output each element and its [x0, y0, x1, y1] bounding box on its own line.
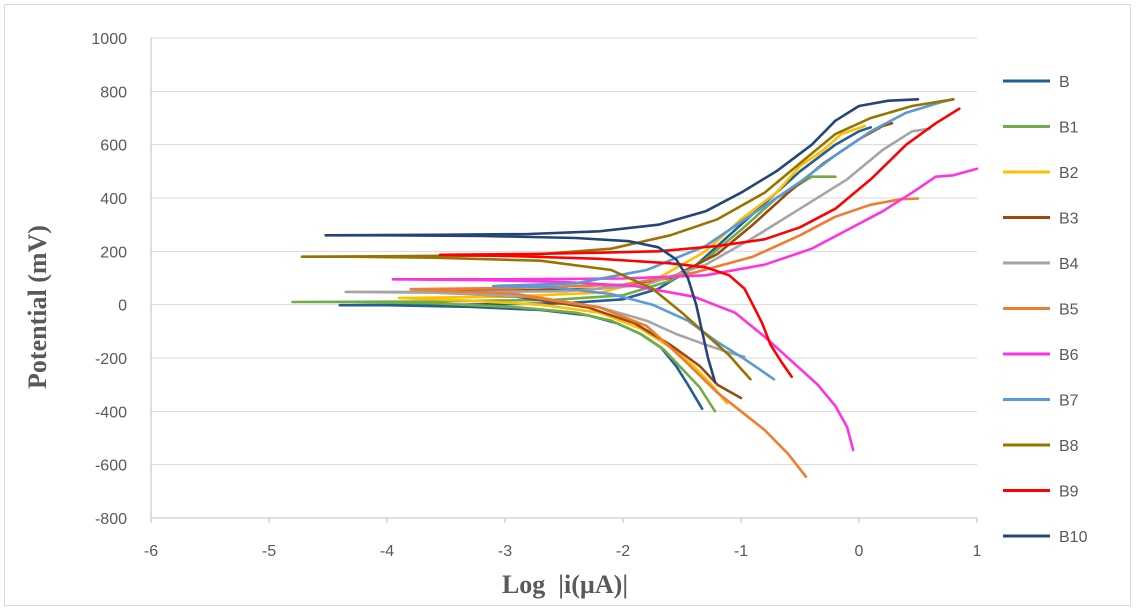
x-tick-label: -5 [262, 543, 276, 560]
y-tick-label: 1000 [91, 31, 127, 48]
y-tick-label: -200 [95, 351, 127, 368]
y-tick-label: -800 [95, 511, 127, 528]
legend-label-b6: B6 [1059, 347, 1079, 364]
x-tick-labels: -6 -5 -4 -3 -2 -1 0 1 [144, 518, 982, 560]
plot-area [291, 98, 979, 478]
x-axis-title: Log |i(µA)| [502, 570, 628, 599]
legend-label-b3: B3 [1059, 211, 1079, 228]
legend-label-b9: B9 [1059, 484, 1079, 501]
legend-label-b: B [1059, 74, 1070, 91]
x-tick-label: -3 [498, 543, 512, 560]
legend-label-b4: B4 [1059, 256, 1079, 273]
series-line-b7 [491, 98, 955, 381]
y-tick-labels: 1000 800 600 400 200 0 -200 -400 -600 -800 [91, 31, 127, 528]
y-tick-label: 800 [100, 84, 127, 101]
y-tick-label: 600 [100, 138, 127, 155]
y-tick-label: 200 [100, 244, 127, 261]
legend-label-b2: B2 [1059, 165, 1079, 182]
x-tick-label: -6 [144, 543, 158, 560]
legend: B B1 B2 B3 B4 B5 B6 B7 B8 B9 B10 [1003, 74, 1088, 546]
legend-label-b10: B10 [1059, 529, 1088, 546]
legend-label-b5: B5 [1059, 302, 1079, 319]
series-line-b9 [438, 107, 961, 378]
legend-label-b8: B8 [1059, 438, 1079, 455]
x-tick-label: -4 [380, 543, 394, 560]
y-axis-title: Potential (mV) [23, 225, 52, 389]
y-tick-label: -400 [95, 404, 127, 421]
x-tick-label: -2 [616, 543, 630, 560]
y-tick-label: -600 [95, 458, 127, 475]
chart-frame [4, 4, 1131, 606]
y-tick-label: 400 [100, 191, 127, 208]
series-line-b1 [291, 175, 837, 413]
x-tick-label: 0 [855, 543, 864, 560]
x-tick-label: 1 [973, 543, 982, 560]
series-line-b8 [300, 98, 955, 381]
axes [150, 38, 977, 519]
y-tick-label: 0 [118, 298, 127, 315]
series-line-b6 [391, 167, 979, 452]
legend-label-b1: B1 [1059, 120, 1079, 137]
series-line-b5 [409, 197, 920, 478]
series-line-b10 [324, 98, 920, 384]
legend-label-b7: B7 [1059, 393, 1079, 410]
x-tick-label: -1 [734, 543, 748, 560]
